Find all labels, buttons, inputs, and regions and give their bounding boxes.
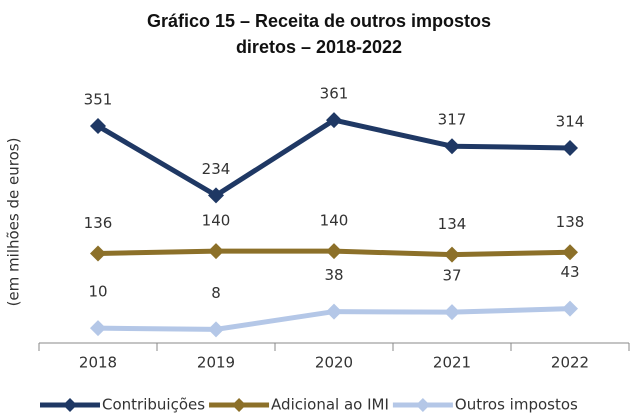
y-axis-label: (em milhões de euros) [5, 138, 23, 307]
x-tick-label: 2021 [433, 354, 471, 372]
marker [208, 187, 224, 204]
data-label: 140 [202, 212, 231, 230]
data-label: 140 [320, 212, 349, 230]
marker [562, 300, 578, 317]
marker [208, 321, 224, 338]
marker [562, 139, 578, 156]
legend-marker [415, 398, 430, 412]
data-label: 43 [560, 263, 579, 281]
data-label: 351 [84, 91, 113, 109]
legend-label: Contribuições [102, 396, 205, 414]
data-label: 134 [438, 215, 467, 233]
legend-marker [232, 398, 247, 412]
legend-label: Adicional ao IMI [271, 396, 389, 414]
marker [444, 304, 460, 321]
line [96, 117, 571, 198]
legend-label: Outros impostos [455, 396, 578, 414]
data-label: 37 [442, 267, 461, 285]
data-label: 317 [438, 111, 467, 129]
x-tick-label: 2019 [197, 354, 235, 372]
marker [562, 244, 578, 261]
data-label: 38 [324, 266, 343, 284]
x-tick-label: 2022 [551, 354, 589, 372]
marker [90, 245, 106, 262]
data-label: 8 [211, 284, 221, 302]
marker [326, 112, 342, 129]
data-label: 136 [84, 214, 113, 232]
marker [326, 243, 342, 260]
marker [90, 118, 106, 135]
marker [444, 246, 460, 263]
data-label: 234 [202, 160, 231, 178]
data-label: 361 [320, 85, 349, 103]
marker [90, 320, 106, 337]
x-tick-label: 2018 [79, 354, 117, 372]
marker [444, 138, 460, 155]
data-label: 10 [88, 283, 107, 301]
x-tick-label: 2020 [315, 354, 353, 372]
marker [208, 243, 224, 260]
data-label: 138 [556, 213, 585, 231]
chart-title: Gráfico 15 – Receita de outros impostos … [146, 11, 492, 57]
marker [326, 303, 342, 320]
legend-marker [63, 398, 77, 412]
data-label: 314 [556, 112, 585, 130]
